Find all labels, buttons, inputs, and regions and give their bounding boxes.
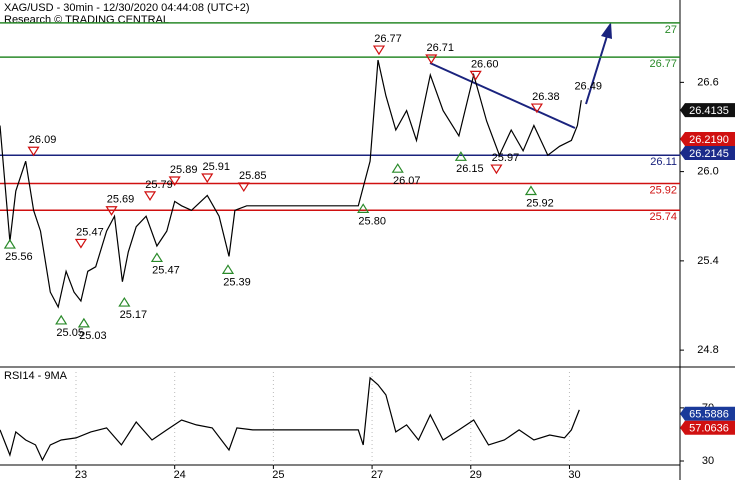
resistance-marker (201, 173, 214, 184)
annotation-label: 26.71 (427, 42, 455, 54)
x-tick-label: 24 (174, 469, 186, 480)
price-tag (680, 103, 735, 118)
y-tick-label: 30 (702, 455, 714, 467)
annotation-label: 25.80 (358, 215, 386, 227)
x-tick-label: 25 (272, 469, 284, 480)
chart-subtitle: Research © TRADING CENTRAL (4, 14, 169, 26)
x-tick-label: 30 (568, 469, 580, 480)
resistance-marker (372, 45, 386, 56)
annotation-label: 25.79 (145, 179, 173, 191)
annotation-label: 25.17 (120, 309, 148, 321)
annotation-label: 25.89 (170, 164, 198, 176)
price-tag-label: 65.5886 (689, 409, 729, 421)
annotation-label: 25.92 (526, 197, 554, 209)
support-marker (118, 296, 131, 307)
y-tick-label: 25.4 (697, 255, 718, 267)
resistance-marker (143, 191, 157, 201)
price-line (0, 376, 580, 462)
rsi-title: RSI14 - 9MA (4, 370, 68, 382)
price-tag (680, 132, 735, 147)
y-tick-label: 24.8 (697, 344, 718, 356)
y-tick-label: 26.0 (697, 166, 718, 178)
level-label: 25.74 (649, 211, 677, 223)
resistance-marker (74, 238, 88, 249)
price-tag-label: 57.0636 (689, 423, 729, 435)
annotation-label: 25.39 (223, 276, 251, 288)
support-marker (391, 163, 404, 173)
support-marker (150, 252, 164, 263)
annotation-label: 25.97 (492, 152, 520, 164)
x-tick-label: 27 (371, 469, 383, 480)
annotation-label: 25.05 (56, 327, 84, 339)
trend-line (429, 62, 576, 129)
annotation-label: 25.47 (76, 226, 104, 238)
annotation-label: 26.49 (574, 81, 602, 93)
price-tag-label: 26.2190 (689, 134, 729, 146)
forecast-arrow (585, 35, 608, 105)
support-marker (221, 264, 235, 274)
support-marker (357, 203, 370, 213)
annotation-label: 26.38 (532, 91, 560, 103)
annotation-label: 25.85 (239, 170, 267, 182)
price-tag (680, 406, 735, 421)
annotation-label: 25.56 (5, 251, 33, 263)
annotation-label: 26.09 (29, 134, 57, 146)
level-label: 26.11 (650, 156, 677, 168)
x-tick-label: 29 (470, 469, 482, 480)
annotation-label: 26.60 (471, 58, 499, 70)
x-tick-label: 23 (75, 469, 87, 480)
price-tag-label: 26.4135 (689, 105, 729, 117)
annotation-label: 26.77 (374, 33, 402, 45)
price-tag-label: 26.2145 (689, 148, 729, 160)
annotation-label: 26.15 (456, 163, 484, 175)
annotation-label: 26.07 (393, 175, 421, 187)
support-marker (454, 151, 467, 161)
level-label: 27 (665, 24, 677, 36)
support-marker (3, 238, 16, 249)
level-label: 25.92 (649, 184, 677, 196)
annotation-label: 25.69 (107, 194, 135, 206)
arrow-head (601, 22, 612, 39)
price-tag (680, 146, 735, 161)
resistance-marker (27, 146, 40, 157)
annotation-label: 25.91 (202, 161, 230, 173)
resistance-marker (530, 103, 543, 114)
chart-title: XAG/USD - 30min - 12/30/2020 04:44:08 (U… (4, 2, 249, 14)
resistance-marker (105, 206, 118, 216)
price-line (0, 59, 582, 309)
resistance-marker (168, 176, 181, 187)
support-marker (524, 185, 538, 196)
support-marker (55, 314, 68, 325)
resistance-marker (469, 70, 482, 81)
price-tag (680, 420, 735, 435)
resistance-marker (425, 54, 438, 65)
annotation-label: 25.47 (152, 264, 180, 276)
y-tick-label: 26.6 (697, 76, 718, 88)
resistance-marker (490, 164, 503, 175)
resistance-marker (237, 182, 250, 193)
level-label: 26.77 (649, 58, 677, 70)
annotation-label: 25.03 (79, 330, 107, 342)
support-marker (77, 317, 90, 328)
